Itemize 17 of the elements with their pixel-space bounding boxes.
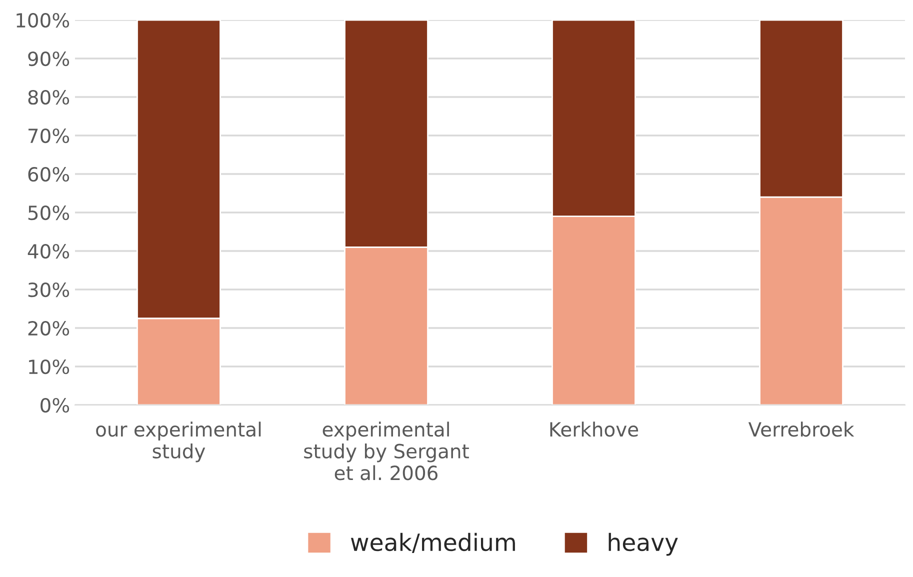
y-tick-label: 80% (28, 90, 70, 105)
y-tick-label: 10% (29, 359, 70, 374)
y-tick-label: 40% (28, 244, 70, 259)
y-tick-label: 20% (28, 320, 70, 336)
y-tick-label: 90% (28, 51, 70, 66)
x-tick-label: experimental study by Sergant et al. 2006 (304, 422, 469, 480)
y-tick-label: 30% (28, 282, 70, 298)
x-tick-label: Verrebroek (748, 422, 854, 437)
y-tick-label: 50% (28, 205, 70, 220)
y-tick-label: 60% (28, 166, 70, 182)
legend-label: weak/medium (350, 532, 515, 554)
y-tick-label: 100% (16, 12, 70, 28)
x-tick-label: Kerkhove (550, 422, 638, 437)
y-tick-label: 70% (28, 128, 70, 144)
legend-label: heavy (608, 532, 678, 556)
y-tick-label: 0% (40, 398, 70, 413)
x-tick-label: our experimental study (96, 422, 261, 462)
